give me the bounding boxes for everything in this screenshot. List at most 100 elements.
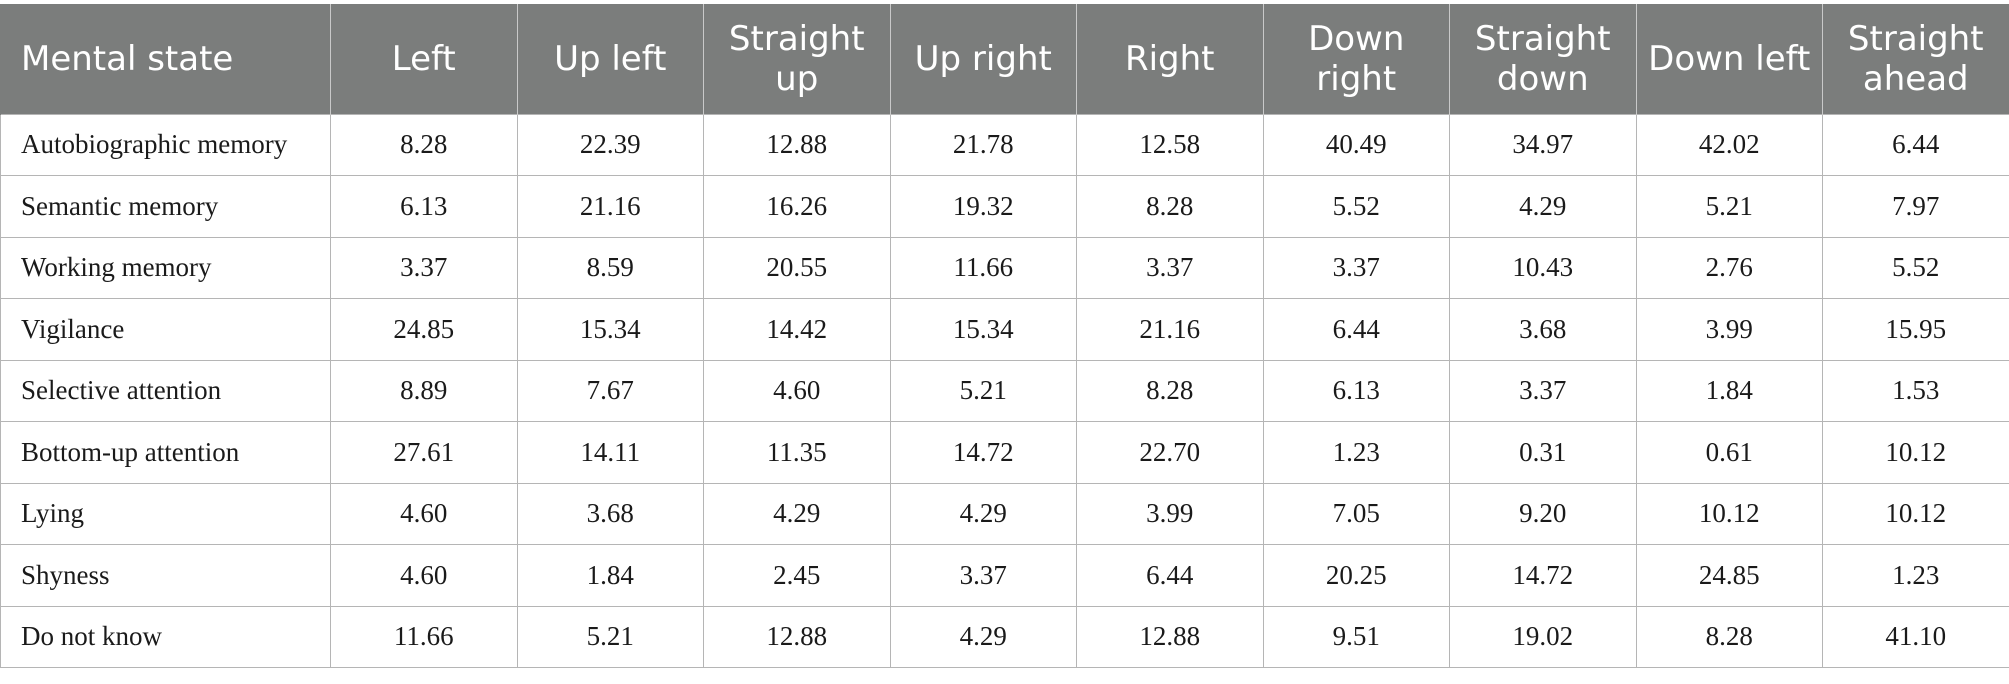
- table-cell: 14.72: [1449, 544, 1637, 607]
- table-cell: 9.51: [1262, 605, 1450, 668]
- table-cell: 10.12: [1635, 482, 1823, 545]
- table-cell: 10.12: [1822, 482, 2009, 545]
- table-cell: 10.12: [1822, 421, 2009, 484]
- table-cell: 1.23: [1822, 544, 2009, 607]
- table-cell: 12.88: [703, 113, 891, 176]
- table-cell: 5.21: [889, 359, 1077, 422]
- table-cell: 5.21: [516, 605, 704, 668]
- table-cell: 24.85: [1635, 544, 1823, 607]
- table-cell: 22.39: [516, 113, 704, 176]
- table-cell: 34.97: [1449, 113, 1637, 176]
- table-cell: 3.68: [516, 482, 704, 545]
- column-header: Left: [330, 4, 518, 114]
- table-cell: 4.29: [1449, 175, 1637, 238]
- column-header: Straight down: [1449, 4, 1637, 114]
- table-cell: 2.76: [1635, 236, 1823, 299]
- table-cell: 11.66: [330, 605, 518, 668]
- table-row: Lying 4.60 3.68 4.29 4.29 3.99 7.05 9.20 10.12 10…: [0, 482, 2009, 545]
- table-cell: 19.32: [889, 175, 1077, 238]
- table-cell: 3.37: [1076, 236, 1264, 299]
- table-cell: 0.31: [1449, 421, 1637, 484]
- table-cell: 1.84: [1635, 359, 1823, 422]
- row-label: Autobiographic memory: [0, 113, 331, 176]
- table-row: Shyness 4.60 1.84 2.45 3.37 6.44 20.25 14.72 24.…: [0, 544, 2009, 607]
- table-cell: 7.05: [1262, 482, 1450, 545]
- table-row: Do not know 11.66 5.21 12.88 4.29 12.88 9.51 19…: [0, 605, 2009, 668]
- row-label: Semantic memory: [0, 175, 331, 238]
- table-cell: 19.02: [1449, 605, 1637, 668]
- row-label: Bottom-up attention: [0, 421, 331, 484]
- table-cell: 12.58: [1076, 113, 1264, 176]
- row-label: Shyness: [0, 544, 331, 607]
- row-label: Selective attention: [0, 359, 331, 422]
- column-header: Down right: [1262, 4, 1450, 114]
- table-cell: 22.70: [1076, 421, 1264, 484]
- table-cell: 3.99: [1076, 482, 1264, 545]
- column-header: Up left: [516, 4, 704, 114]
- table-row: Working memory 3.37 8.59 20.55 11.66 3.37 3.37…: [0, 236, 2009, 299]
- table-cell: 8.59: [516, 236, 704, 299]
- table-cell: 6.13: [330, 175, 518, 238]
- table-cell: 8.28: [1076, 359, 1264, 422]
- table-body: Autobiographic memory 8.28 22.39 12.88 21.78…: [0, 113, 2009, 668]
- table-cell: 3.68: [1449, 298, 1637, 361]
- table-cell: 9.20: [1449, 482, 1637, 545]
- table-cell: 0.61: [1635, 421, 1823, 484]
- column-header: Straight up: [703, 4, 891, 114]
- table-cell: 14.72: [889, 421, 1077, 484]
- table-cell: 7.97: [1822, 175, 2009, 238]
- table-cell: 8.28: [1635, 605, 1823, 668]
- table-row: Bottom-up attention 27.61 14.11 11.35 14.72 2…: [0, 421, 2009, 484]
- table-cell: 21.78: [889, 113, 1077, 176]
- table-cell: 24.85: [330, 298, 518, 361]
- table-row: Selective attention 8.89 7.67 4.60 5.21 8.28 6…: [0, 359, 2009, 422]
- table-cell: 3.37: [1449, 359, 1637, 422]
- table-cell: 6.44: [1076, 544, 1264, 607]
- table-cell: 21.16: [1076, 298, 1264, 361]
- table-cell: 1.23: [1262, 421, 1450, 484]
- table-row: Vigilance 24.85 15.34 14.42 15.34 21.16 6.44 3.…: [0, 298, 2009, 361]
- table-cell: 8.28: [1076, 175, 1264, 238]
- table-cell: 4.29: [889, 605, 1077, 668]
- table-cell: 7.67: [516, 359, 704, 422]
- table-cell: 14.11: [516, 421, 704, 484]
- table-cell: 5.21: [1635, 175, 1823, 238]
- table-row: Semantic memory 6.13 21.16 16.26 19.32 8.28 5.…: [0, 175, 2009, 238]
- table-cell: 15.34: [516, 298, 704, 361]
- table-cell: 3.37: [330, 236, 518, 299]
- table-cell: 6.44: [1262, 298, 1450, 361]
- table-cell: 40.49: [1262, 113, 1450, 176]
- table-cell: 15.95: [1822, 298, 2009, 361]
- table-cell: 11.66: [889, 236, 1077, 299]
- table-cell: 16.26: [703, 175, 891, 238]
- table-cell: 5.52: [1822, 236, 2009, 299]
- table-cell: 27.61: [330, 421, 518, 484]
- table-cell: 20.25: [1262, 544, 1450, 607]
- column-header-mental-state: Mental state: [0, 4, 331, 114]
- table-cell: 5.52: [1262, 175, 1450, 238]
- column-header: Right: [1076, 4, 1264, 114]
- table-cell: 15.34: [889, 298, 1077, 361]
- table-cell: 14.42: [703, 298, 891, 361]
- table-cell: 10.43: [1449, 236, 1637, 299]
- column-header: Down left: [1635, 4, 1823, 114]
- table-cell: 12.88: [703, 605, 891, 668]
- table-cell: 12.88: [1076, 605, 1264, 668]
- table-cell: 8.28: [330, 113, 518, 176]
- table-cell: 4.60: [703, 359, 891, 422]
- column-header: Up right: [889, 4, 1077, 114]
- table-cell: 3.99: [1635, 298, 1823, 361]
- row-label: Lying: [0, 482, 331, 545]
- table-cell: 3.37: [889, 544, 1077, 607]
- table-cell: 1.53: [1822, 359, 2009, 422]
- table-cell: 8.89: [330, 359, 518, 422]
- column-header: Straight ahead: [1822, 4, 2009, 114]
- table-cell: 6.44: [1822, 113, 2009, 176]
- data-table: Mental state Left Up left Straight up Up rig…: [0, 4, 2009, 668]
- row-label: Working memory: [0, 236, 331, 299]
- table-cell: 11.35: [703, 421, 891, 484]
- table-cell: 1.84: [516, 544, 704, 607]
- header-row: Mental state Left Up left Straight up Up rig…: [0, 4, 2009, 114]
- table-cell: 4.29: [703, 482, 891, 545]
- table-cell: 21.16: [516, 175, 704, 238]
